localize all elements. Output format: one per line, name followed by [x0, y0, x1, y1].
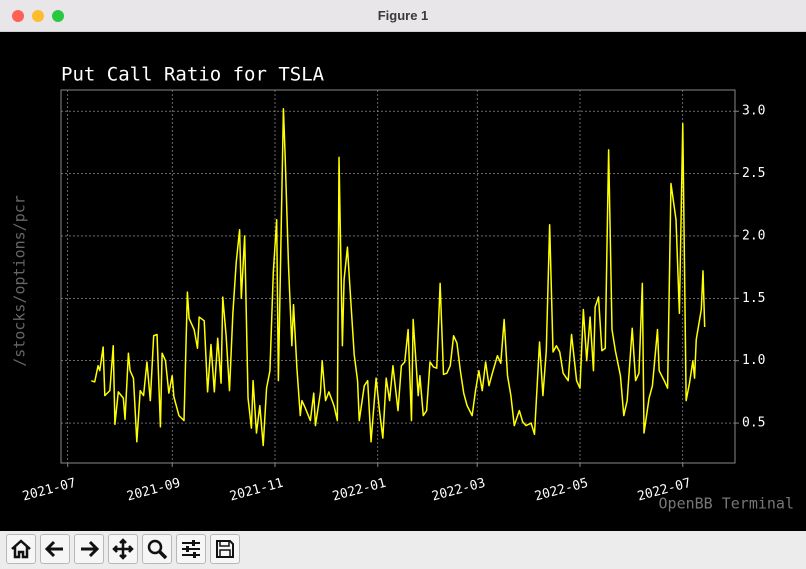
- x-tick-label: 2021-07: [21, 476, 78, 505]
- save-button[interactable]: [210, 534, 240, 564]
- x-tick-label: 2021-11: [228, 476, 285, 505]
- x-tick-label: 2022-05: [533, 476, 590, 505]
- chart: Put Call Ratio for TSLA /stocks/options/…: [0, 32, 806, 531]
- configure-button[interactable]: [176, 534, 206, 564]
- window-title: Figure 1: [377, 8, 429, 23]
- forward-icon: [81, 540, 100, 558]
- pan-icon: [112, 538, 134, 560]
- minimize-button[interactable]: [32, 10, 44, 22]
- zoom-icon: [147, 539, 168, 560]
- zoom-button[interactable]: [52, 10, 64, 22]
- x-tick-label: 2022-01: [331, 476, 388, 505]
- title-bar: Figure 1: [0, 0, 806, 32]
- y-tick-label: 2.0: [742, 228, 765, 243]
- forward-button[interactable]: [74, 534, 104, 564]
- chart-title: Put Call Ratio for TSLA: [61, 64, 325, 86]
- pan-button[interactable]: [108, 534, 138, 564]
- home-icon: [11, 539, 31, 559]
- y-tick-label: 1.5: [742, 291, 765, 306]
- watermark: OpenBB Terminal: [659, 495, 794, 513]
- toolbar: [0, 531, 806, 569]
- y-tick-label: 2.5: [742, 166, 765, 181]
- close-button[interactable]: [12, 10, 24, 22]
- x-tick-label: 2022-03: [430, 476, 487, 505]
- y-tick-label: 1.0: [742, 353, 765, 368]
- save-icon: [216, 540, 234, 558]
- back-button[interactable]: [40, 534, 70, 564]
- home-button[interactable]: [6, 534, 36, 564]
- back-icon: [44, 540, 63, 558]
- plot-frame: [60, 89, 736, 464]
- y-tick-label: 3.0: [742, 104, 765, 119]
- configure-icon: [182, 540, 200, 558]
- y-axis-label: /stocks/options/pcr: [11, 195, 29, 367]
- data-line: [91, 107, 706, 447]
- y-tick-label: 0.5: [742, 416, 765, 431]
- x-tick-label: 2021-09: [125, 476, 182, 505]
- zoom-tool-button[interactable]: [142, 534, 172, 564]
